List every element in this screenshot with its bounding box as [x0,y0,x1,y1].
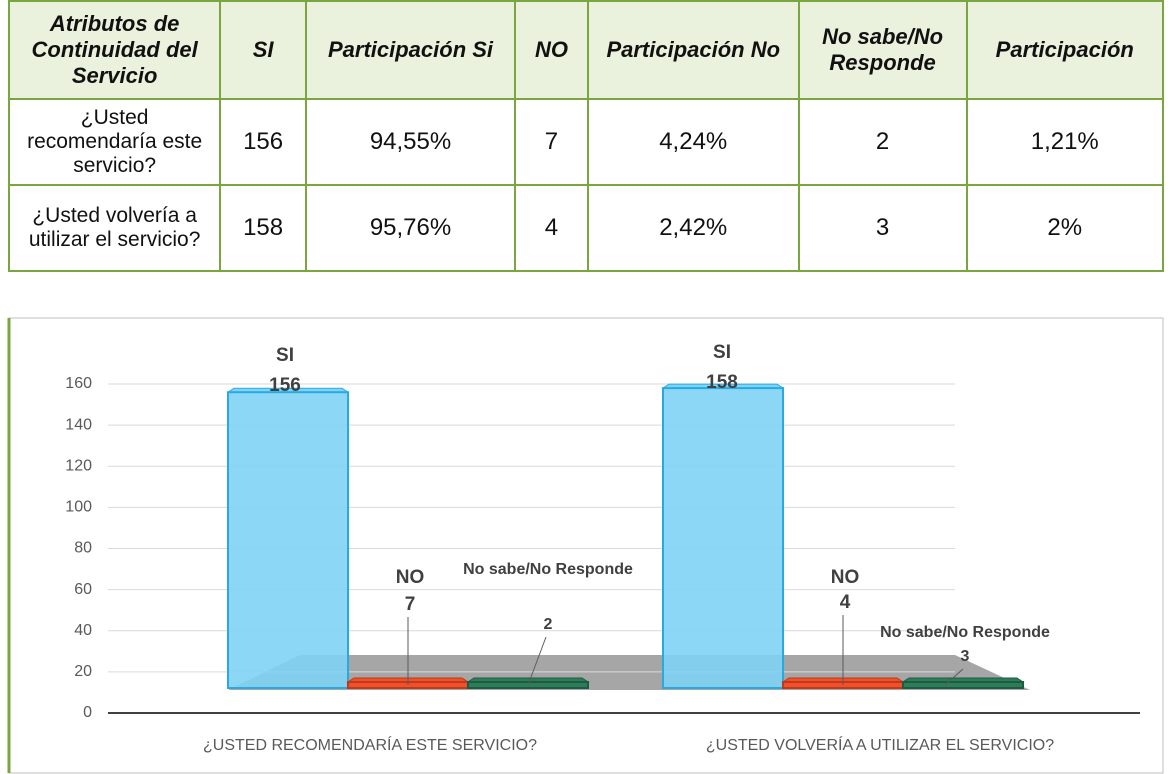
table-cell: 2% [965,184,1165,272]
data-label-name: No sabe/No Responde [880,624,1050,641]
data-label: 156 [269,375,301,396]
table-cell: 4 [514,184,589,272]
y-tick-label: 60 [74,581,92,598]
column-header: NO [514,0,589,100]
data-label-name: SI [276,345,294,366]
data-label: 4 [840,592,851,613]
data-label: 158 [706,372,738,393]
x-tick-label: ¿USTED RECOMENDARÍA ESTE SERVICIO? [203,735,537,754]
column-header: Atributos de Continuidad del Servicio [7,0,222,100]
x-tick-label: ¿USTED VOLVERÍA A UTILIZAR EL SERVICIO? [706,735,1054,754]
table-cell: 1,21% [965,98,1165,186]
leader-line [944,668,964,686]
bar [227,391,349,689]
row-label: ¿Usted recomendaría este servicio? [7,98,222,186]
y-tick-label: 140 [65,416,92,433]
data-label-name: No sabe/No Responde [463,561,633,578]
y-tick-label: 160 [65,375,92,392]
data-label: 7 [405,594,416,615]
data-label-name: NO [396,567,425,588]
table-row: ¿Usted recomendaría este servicio? 156 94,… [7,98,1165,186]
column-header: No sabe/No Responde [797,0,968,100]
data-label: 3 [961,648,970,665]
column-header: Participación [965,0,1165,100]
column-header: Participación Si [304,0,517,100]
bar [902,681,1024,689]
data-label-name: NO [831,567,860,588]
bar [662,387,784,689]
table-body: ¿Usted recomendaría este servicio? 156 94,… [7,98,1165,272]
y-tick-label: 120 [65,457,92,474]
column-header: SI [219,0,307,100]
y-tick-label: 100 [65,499,92,516]
table-cell: 94,55% [304,98,517,186]
y-tick-label: 20 [74,663,92,680]
y-tick-label: 0 [83,704,92,721]
results-table: Atributos de Continuidad del Servicio SI P… [7,0,1165,272]
y-tick-label: 40 [74,622,92,639]
column-header: Participación No [586,0,800,100]
table-cell: 95,76% [304,184,517,272]
table-cell: 3 [797,184,968,272]
leader-line [527,636,547,686]
table-cell: 2,42% [586,184,800,272]
chart-frame [8,317,1164,774]
table-cell: 2 [797,98,968,186]
table-cell: 7 [514,98,589,186]
data-label-name: SI [713,342,731,363]
table-cell: 156 [219,98,307,186]
data-label: 2 [544,616,553,633]
table-row: ¿Usted volvería a utilizar el servicio? 1… [7,184,1165,272]
table-cell: 158 [219,184,307,272]
row-label: ¿Usted volvería a utilizar el servicio? [7,184,222,272]
y-tick-label: 80 [74,540,92,557]
header-row: Atributos de Continuidad del Servicio SI P… [7,0,1165,100]
table-cell: 4,24% [586,98,800,186]
